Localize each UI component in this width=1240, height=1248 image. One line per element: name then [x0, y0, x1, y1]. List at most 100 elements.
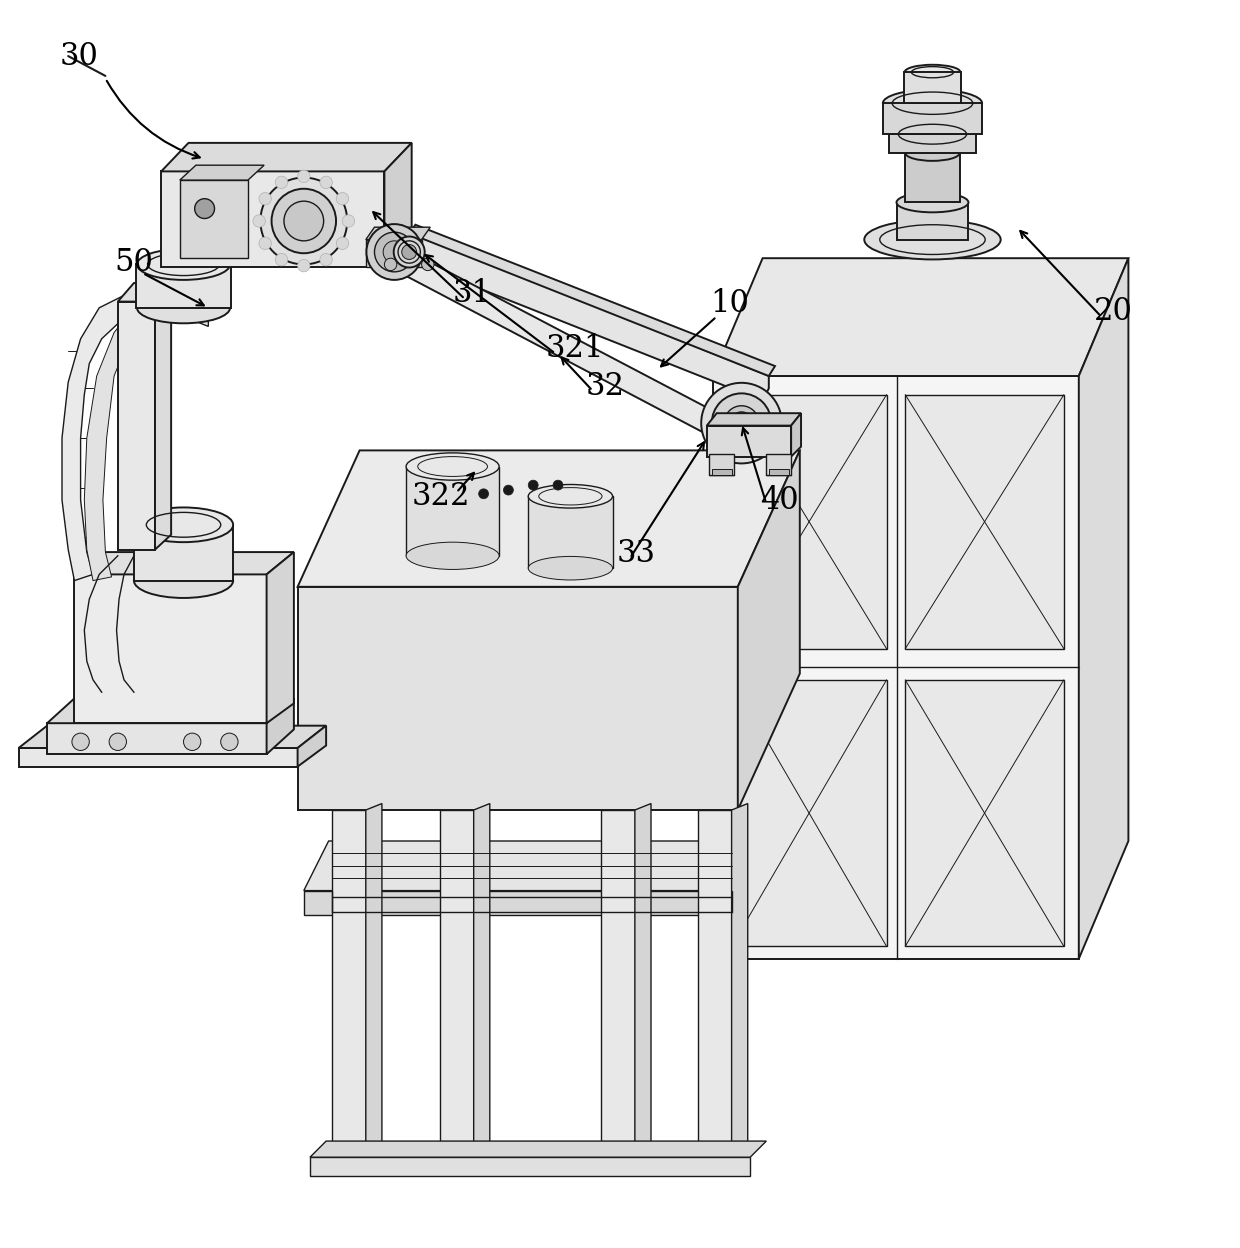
Polygon shape	[904, 72, 961, 104]
Ellipse shape	[724, 406, 759, 441]
Text: 20: 20	[1094, 296, 1132, 327]
Circle shape	[336, 192, 348, 205]
Ellipse shape	[897, 192, 968, 212]
Polygon shape	[366, 240, 422, 267]
Polygon shape	[366, 804, 382, 1169]
Circle shape	[298, 170, 310, 182]
Circle shape	[422, 258, 434, 271]
Ellipse shape	[864, 220, 1001, 260]
Polygon shape	[161, 171, 384, 267]
Ellipse shape	[136, 292, 231, 323]
Polygon shape	[267, 699, 294, 754]
Polygon shape	[298, 725, 326, 766]
Polygon shape	[298, 451, 800, 587]
Polygon shape	[180, 180, 248, 258]
Circle shape	[275, 176, 288, 188]
Circle shape	[402, 245, 417, 260]
Polygon shape	[304, 841, 744, 891]
Polygon shape	[732, 804, 748, 1169]
Circle shape	[320, 176, 332, 188]
Polygon shape	[304, 891, 719, 915]
Polygon shape	[118, 283, 171, 302]
Ellipse shape	[883, 90, 982, 117]
Circle shape	[479, 489, 489, 499]
Polygon shape	[47, 699, 294, 723]
Polygon shape	[155, 283, 171, 549]
Text: 322: 322	[412, 480, 470, 512]
Polygon shape	[897, 202, 968, 240]
Ellipse shape	[405, 453, 498, 480]
Polygon shape	[62, 290, 208, 580]
Polygon shape	[19, 725, 326, 748]
Polygon shape	[712, 469, 732, 475]
Ellipse shape	[136, 248, 231, 280]
Circle shape	[275, 253, 288, 266]
Polygon shape	[905, 394, 1064, 649]
Text: 10: 10	[711, 287, 749, 318]
Polygon shape	[713, 376, 1079, 958]
Polygon shape	[769, 469, 789, 475]
Polygon shape	[84, 296, 213, 580]
Polygon shape	[403, 255, 713, 434]
Polygon shape	[732, 680, 887, 946]
Polygon shape	[707, 413, 801, 426]
Ellipse shape	[284, 201, 324, 241]
Polygon shape	[905, 152, 960, 202]
Polygon shape	[298, 587, 738, 810]
Circle shape	[72, 733, 89, 750]
Polygon shape	[407, 467, 498, 555]
Polygon shape	[707, 426, 791, 457]
Polygon shape	[474, 804, 490, 1169]
Polygon shape	[440, 810, 474, 1169]
Polygon shape	[766, 454, 791, 475]
Polygon shape	[310, 1141, 766, 1157]
Polygon shape	[889, 135, 976, 152]
Ellipse shape	[712, 393, 771, 453]
Ellipse shape	[528, 484, 613, 508]
Polygon shape	[366, 227, 430, 240]
Ellipse shape	[374, 232, 414, 272]
Ellipse shape	[383, 241, 405, 263]
Text: 321: 321	[546, 333, 604, 364]
Circle shape	[221, 733, 238, 750]
Text: 31: 31	[453, 277, 491, 308]
Ellipse shape	[394, 237, 424, 267]
Polygon shape	[310, 1157, 750, 1176]
Polygon shape	[118, 302, 155, 549]
Polygon shape	[528, 497, 613, 568]
Polygon shape	[74, 552, 294, 574]
Circle shape	[553, 480, 563, 490]
Polygon shape	[635, 804, 651, 1169]
Polygon shape	[738, 451, 800, 810]
Polygon shape	[709, 454, 734, 475]
Circle shape	[503, 485, 513, 495]
Text: 32: 32	[585, 371, 624, 402]
Polygon shape	[267, 552, 294, 723]
Polygon shape	[409, 225, 775, 376]
Polygon shape	[180, 165, 264, 180]
Polygon shape	[136, 265, 231, 308]
Circle shape	[109, 733, 126, 750]
Polygon shape	[74, 574, 267, 723]
Circle shape	[253, 215, 265, 227]
Text: 30: 30	[60, 41, 98, 71]
Polygon shape	[384, 142, 412, 267]
Ellipse shape	[134, 508, 233, 542]
Polygon shape	[905, 680, 1064, 946]
Ellipse shape	[528, 557, 613, 580]
Circle shape	[184, 733, 201, 750]
Ellipse shape	[367, 225, 422, 280]
Polygon shape	[332, 810, 366, 1169]
Polygon shape	[791, 413, 801, 457]
Text: 40: 40	[760, 484, 799, 515]
Circle shape	[259, 237, 272, 250]
Ellipse shape	[260, 177, 347, 265]
Polygon shape	[403, 233, 769, 401]
Text: 50: 50	[114, 247, 153, 277]
Polygon shape	[47, 723, 267, 754]
Ellipse shape	[702, 383, 781, 463]
Circle shape	[384, 258, 397, 271]
Circle shape	[298, 260, 310, 272]
Circle shape	[259, 192, 272, 205]
Polygon shape	[883, 104, 982, 135]
